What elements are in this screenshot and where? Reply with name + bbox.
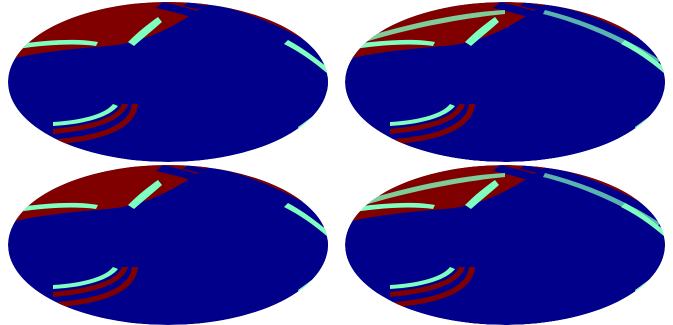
sky-map	[345, 2, 665, 162]
sky-map	[345, 165, 665, 325]
sky-map	[8, 165, 328, 325]
sky-map	[8, 2, 328, 162]
